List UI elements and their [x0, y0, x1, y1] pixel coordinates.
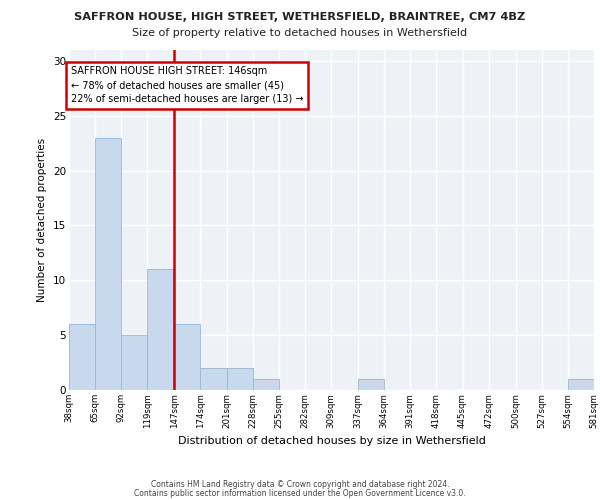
Bar — [148, 270, 173, 390]
Bar — [69, 324, 95, 390]
Bar — [200, 368, 227, 390]
Bar — [200, 368, 227, 390]
Bar — [253, 379, 279, 390]
Bar — [69, 324, 95, 390]
Bar — [121, 335, 148, 390]
Bar — [358, 379, 384, 390]
Text: Contains HM Land Registry data © Crown copyright and database right 2024.: Contains HM Land Registry data © Crown c… — [151, 480, 449, 489]
Bar — [253, 379, 279, 390]
Bar — [227, 368, 253, 390]
Bar — [568, 379, 594, 390]
Bar — [121, 335, 148, 390]
Bar — [175, 324, 200, 390]
X-axis label: Distribution of detached houses by size in Wethersfield: Distribution of detached houses by size … — [178, 436, 485, 446]
Bar — [358, 379, 384, 390]
Bar — [95, 138, 121, 390]
Bar — [148, 270, 173, 390]
Bar — [95, 138, 121, 390]
Text: Contains public sector information licensed under the Open Government Licence v3: Contains public sector information licen… — [134, 488, 466, 498]
Bar — [175, 324, 200, 390]
Text: SAFFRON HOUSE HIGH STREET: 146sqm
← 78% of detached houses are smaller (45)
22% : SAFFRON HOUSE HIGH STREET: 146sqm ← 78% … — [71, 66, 304, 104]
Text: Size of property relative to detached houses in Wethersfield: Size of property relative to detached ho… — [133, 28, 467, 38]
Y-axis label: Number of detached properties: Number of detached properties — [37, 138, 47, 302]
Text: SAFFRON HOUSE, HIGH STREET, WETHERSFIELD, BRAINTREE, CM7 4BZ: SAFFRON HOUSE, HIGH STREET, WETHERSFIELD… — [74, 12, 526, 22]
Bar — [568, 379, 594, 390]
Bar — [227, 368, 253, 390]
